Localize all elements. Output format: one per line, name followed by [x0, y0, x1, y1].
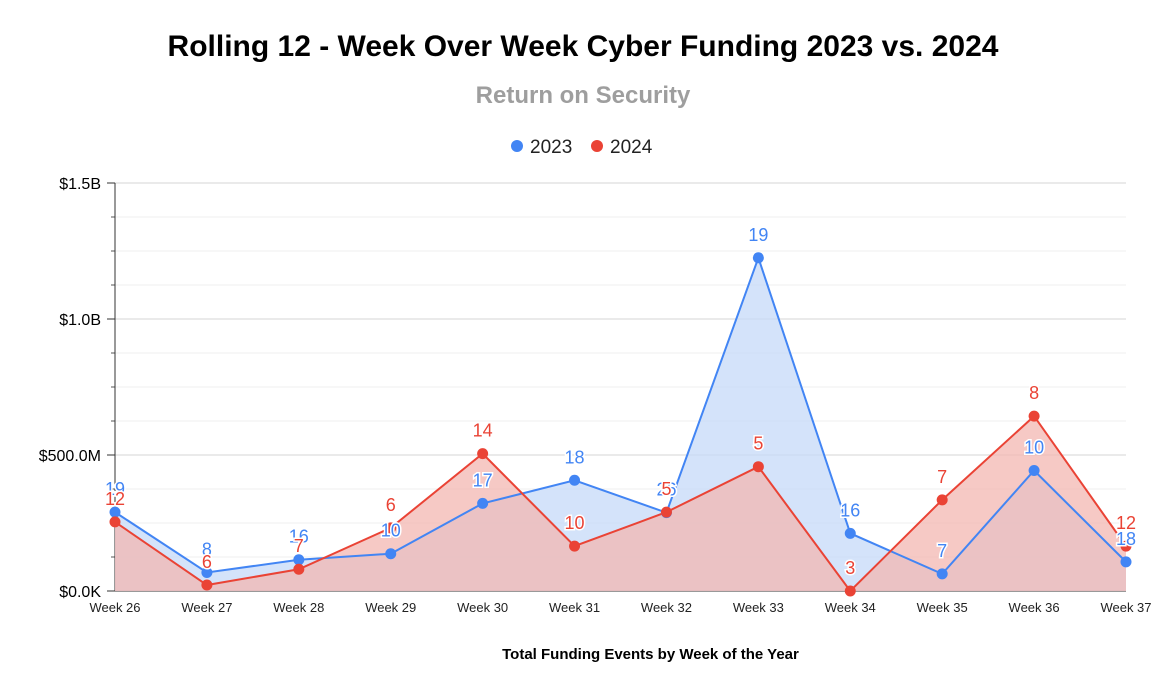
- point-2023: [385, 548, 397, 560]
- legend-marker-2024: [591, 140, 603, 152]
- point-2024: [844, 585, 856, 597]
- x-tick-label: Week 37: [1100, 600, 1151, 615]
- chart-title: Rolling 12 - Week Over Week Cyber Fundin…: [167, 30, 999, 63]
- line-2024: [114, 414, 1127, 593]
- x-tick-label: Week 33: [733, 600, 784, 615]
- point-2023: [1028, 465, 1040, 477]
- point-2023: [293, 554, 305, 566]
- data-label-2024: 12: [105, 489, 125, 509]
- x-tick-label: Week 30: [457, 600, 508, 615]
- data-label-2023: 19: [748, 225, 768, 245]
- point-2023: [569, 474, 581, 486]
- x-tick-label: Week 31: [549, 600, 600, 615]
- point-2023: [1120, 556, 1132, 568]
- chart-subtitle: Return on Security: [475, 82, 691, 109]
- data-label-2023: 10: [1024, 438, 1044, 458]
- x-tick-label: Week 28: [273, 600, 324, 615]
- data-label-2023: 16: [289, 527, 309, 547]
- x-axis-title: Total Funding Events by Week of the Year: [502, 646, 799, 663]
- point-2024: [569, 540, 581, 552]
- legend-label-2023: 2023: [530, 137, 572, 158]
- data-label-2024: 12: [1116, 513, 1136, 533]
- y-tick-label: $500.0M: [39, 448, 101, 465]
- data-label-2023: 18: [565, 447, 585, 467]
- point-2023: [477, 497, 489, 509]
- data-label-2024: 7: [937, 467, 947, 487]
- point-2023: [844, 527, 856, 539]
- point-2023: [752, 252, 764, 264]
- point-2024: [201, 579, 213, 591]
- x-tick-label: Week 29: [365, 600, 416, 615]
- legend-marker-2023: [511, 140, 523, 152]
- data-label-2024: 3: [845, 558, 855, 578]
- data-label-2024: 5: [753, 434, 763, 454]
- data-label-2024: 5: [661, 479, 671, 499]
- y-tick-label: $0.0K: [59, 584, 101, 601]
- data-label-2023: 8: [202, 540, 212, 560]
- data-label-2023: 7: [937, 541, 947, 561]
- data-label-2023: 17: [473, 470, 493, 490]
- point-2024: [660, 506, 672, 518]
- x-tick-label: Week 27: [181, 600, 232, 615]
- legend-label-2024: 2024: [610, 137, 653, 158]
- data-label-2023: 18: [1116, 529, 1136, 549]
- data-label-2024: 6: [386, 495, 396, 515]
- data-label-2023: 19: [105, 479, 125, 499]
- point-2024: [936, 494, 948, 506]
- point-2024: [477, 448, 489, 460]
- x-tick-label: Week 35: [917, 600, 968, 615]
- data-label-2024: 7: [294, 536, 304, 556]
- point-2023: [201, 567, 213, 579]
- point-2023: [109, 506, 121, 518]
- data-label-2023: 16: [840, 500, 860, 520]
- x-tick-label: Week 36: [1009, 600, 1060, 615]
- point-2023: [936, 568, 948, 580]
- data-label-2023: 10: [381, 521, 401, 541]
- point-2024: [385, 522, 397, 534]
- x-tick-label: Week 32: [641, 600, 692, 615]
- y-tick-label: $1.0B: [59, 312, 101, 329]
- point-2024: [293, 563, 305, 575]
- x-tick-label: Week 26: [89, 600, 140, 615]
- data-label-2023: 26: [656, 480, 676, 500]
- area-2024: [115, 416, 1126, 591]
- point-2024: [109, 516, 121, 528]
- point-2024: [752, 461, 764, 473]
- data-label-2024: 10: [565, 513, 585, 533]
- data-label-2024: 6: [202, 552, 212, 572]
- point-2024: [1120, 540, 1132, 552]
- line-2023: [114, 254, 1127, 576]
- point-2024: [1028, 410, 1040, 422]
- y-tick-label: $1.5B: [59, 176, 101, 193]
- x-tick-label: Week 34: [825, 600, 876, 615]
- data-label-2024: 8: [1029, 383, 1039, 403]
- data-label-2024: 14: [473, 421, 493, 441]
